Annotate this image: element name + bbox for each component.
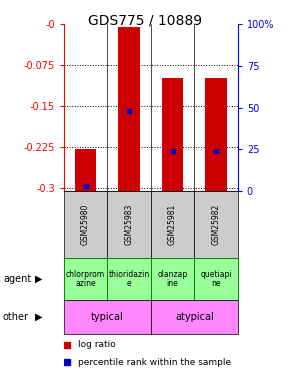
Text: GSM25983: GSM25983	[124, 204, 134, 245]
Text: ▶: ▶	[35, 274, 42, 284]
Text: typical: typical	[91, 312, 124, 322]
Bar	[162, 78, 184, 191]
Text: percentile rank within the sample: percentile rank within the sample	[78, 358, 231, 367]
Text: other: other	[3, 312, 29, 322]
Text: GSM25982: GSM25982	[211, 204, 221, 245]
Bar	[205, 78, 227, 191]
Text: chlorprom
azine: chlorprom azine	[66, 270, 105, 288]
Text: thioridazin
e: thioridazin e	[108, 270, 150, 288]
Text: quetiapi
ne: quetiapi ne	[200, 270, 232, 288]
Bar	[151, 300, 238, 334]
Bar	[64, 300, 151, 334]
Text: olanzap
ine: olanzap ine	[157, 270, 188, 288]
Text: log ratio: log ratio	[78, 340, 115, 349]
Bar	[151, 258, 194, 300]
Bar	[64, 258, 107, 300]
Bar	[107, 258, 151, 300]
Bar	[194, 258, 238, 300]
Text: ▶: ▶	[35, 312, 42, 322]
Bar	[64, 191, 107, 258]
Bar	[75, 149, 96, 191]
Text: GDS775 / 10889: GDS775 / 10889	[88, 13, 202, 27]
Bar	[118, 27, 140, 191]
Text: agent: agent	[3, 274, 31, 284]
Text: GSM25981: GSM25981	[168, 204, 177, 245]
Bar	[151, 191, 194, 258]
Bar	[107, 191, 151, 258]
Text: GSM25980: GSM25980	[81, 204, 90, 245]
Text: atypical: atypical	[175, 312, 214, 322]
Bar	[194, 191, 238, 258]
